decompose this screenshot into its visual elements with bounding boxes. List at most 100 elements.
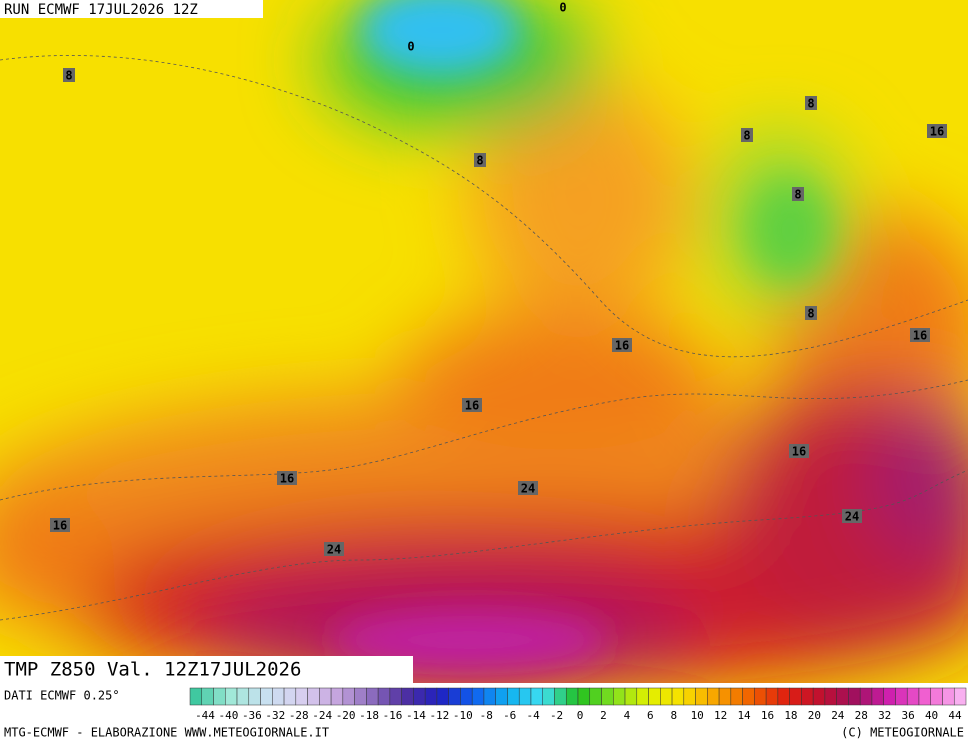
scale-label: -36 <box>242 709 262 722</box>
color-swatch <box>518 687 532 706</box>
contour-label: 24 <box>327 543 341 557</box>
contour-label: 16 <box>930 125 944 139</box>
color-swatch <box>636 687 649 706</box>
color-swatch <box>577 687 591 706</box>
color-swatch <box>319 687 332 706</box>
scale-label: 0 <box>577 709 584 722</box>
color-swatch <box>613 687 626 706</box>
color-swatch <box>436 687 449 706</box>
title-box <box>0 656 413 684</box>
color-swatch <box>401 687 414 706</box>
color-swatch <box>883 687 896 706</box>
color-swatch <box>765 687 779 706</box>
color-swatch <box>225 687 238 706</box>
color-swatch <box>730 687 743 706</box>
color-swatch <box>695 687 708 706</box>
contour-label: 16 <box>465 399 479 413</box>
color-swatch <box>589 687 602 706</box>
data-source: DATI ECMWF 0.25° <box>4 689 120 703</box>
color-swatch <box>848 687 861 706</box>
contour-label: 24 <box>845 510 859 524</box>
contour-label: 16 <box>53 519 67 533</box>
scale-label: -12 <box>429 709 449 722</box>
scale-label: 24 <box>831 709 845 722</box>
color-swatch <box>330 687 344 706</box>
contour-label-box <box>910 328 930 342</box>
color-swatch <box>272 687 285 706</box>
contour-label-box <box>927 124 947 138</box>
contour-label-box <box>789 444 809 458</box>
color-swatch <box>624 687 638 706</box>
scale-label: 40 <box>925 709 938 722</box>
color-swatch <box>601 687 614 706</box>
run-box <box>0 0 263 18</box>
contour-label: 16 <box>280 472 294 486</box>
color-swatch <box>953 687 967 706</box>
scale-label: 32 <box>878 709 891 722</box>
contour-label: 24 <box>521 482 535 496</box>
contour-label-box <box>805 96 817 110</box>
scale-label: 2 <box>600 709 607 722</box>
contour-label: 0 <box>407 40 414 54</box>
color-swatch <box>424 687 438 706</box>
color-swatch <box>483 687 496 706</box>
scale-label: -6 <box>503 709 516 722</box>
contour-label-box <box>324 542 344 556</box>
contour-label: 16 <box>913 329 927 343</box>
color-swatch <box>236 687 250 706</box>
color-swatch <box>648 687 661 706</box>
scale-label: -10 <box>453 709 473 722</box>
contour-label-box <box>842 509 862 523</box>
color-swatch <box>930 687 943 706</box>
color-swatch <box>213 687 226 706</box>
color-swatch <box>342 687 355 706</box>
contour-label: 16 <box>615 339 629 353</box>
color-scale: -44 -40 -36 -32 -28 -24 -20 -18 -16 -14 -12 -10 -8 -6… <box>189 687 967 722</box>
color-swatch <box>189 687 203 706</box>
contour-label-box <box>462 398 482 412</box>
color-swatch <box>377 687 391 706</box>
scale-label: -32 <box>265 709 285 722</box>
contour-label-box <box>805 306 817 320</box>
color-swatch <box>530 687 543 706</box>
color-swatch <box>718 687 732 706</box>
contour-label-box <box>277 471 297 485</box>
contour-label-box <box>612 338 632 352</box>
color-swatch <box>918 687 931 706</box>
color-swatch <box>366 687 379 706</box>
scale-label: -44 <box>195 709 215 722</box>
color-swatch <box>824 687 837 706</box>
color-swatch <box>742 687 755 706</box>
color-swatch <box>789 687 802 706</box>
contour-label-box <box>518 481 538 495</box>
scale-label: 44 <box>948 709 962 722</box>
color-swatch <box>754 687 767 706</box>
scale-label: 14 <box>737 709 751 722</box>
color-swatch <box>460 687 473 706</box>
color-swatch <box>942 687 955 706</box>
color-swatch <box>201 687 214 706</box>
scale-label: -18 <box>359 709 379 722</box>
scale-label: 6 <box>647 709 654 722</box>
scale-label: -16 <box>383 709 403 722</box>
credit: MTG-ECMWF - ELABORAZIONE WWW.METEOGIORNA… <box>4 726 329 740</box>
color-swatch <box>906 687 920 706</box>
contour-label: 8 <box>794 188 801 202</box>
contour-label: 8 <box>807 97 814 111</box>
scale-label: -40 <box>219 709 239 722</box>
color-swatch <box>871 687 884 706</box>
color-swatch <box>448 687 461 706</box>
color-swatch <box>895 687 908 706</box>
contour-label: 8 <box>65 69 72 83</box>
contour-label: 0 <box>559 1 566 15</box>
scale-label: -24 <box>312 709 332 722</box>
color-swatch <box>542 687 555 706</box>
scale-label: 4 <box>624 709 631 722</box>
copyright: (C) METEOGIORNALE <box>841 726 964 740</box>
contour-label-box <box>792 187 804 201</box>
color-swatch <box>413 687 426 706</box>
contour-labels: 0 0 8 8 8 8 8 8 16 16 16 16 16 16 16 24 24 24 <box>50 1 947 557</box>
scale-label: 20 <box>808 709 821 722</box>
scale-label: -8 <box>480 709 493 722</box>
color-swatch <box>554 687 567 706</box>
